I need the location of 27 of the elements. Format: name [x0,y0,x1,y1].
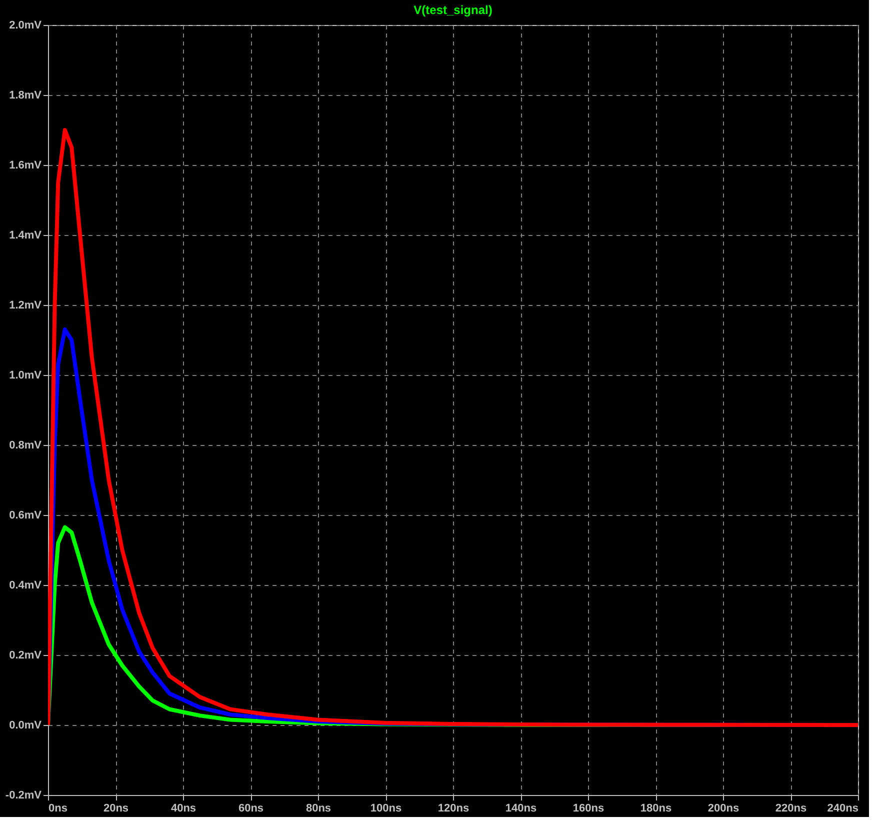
x-tick-label: 100ns [370,802,402,814]
x-tick-label: 0ns [48,802,68,814]
y-tick-label: 0.2mV [9,650,42,662]
x-tick-label: 180ns [640,802,672,814]
x-tick-label: 60ns [238,802,264,814]
x-tick-label: 20ns [103,802,129,814]
y-tick-label: 0.0mV [9,720,42,732]
y-tick-label: 1.6mV [9,160,42,172]
y-tick-label: 0.8mV [9,440,42,452]
x-tick-label: 160ns [572,802,604,814]
x-tick-label: 220ns [775,802,807,814]
y-tick-label: 0.6mV [9,510,42,522]
x-tick-label: 240ns [827,802,858,814]
line-series [48,128,858,727]
y-tick-label: 1.4mV [9,230,42,242]
chart-title: V(test_signal) [414,3,492,17]
y-tick-label: 0.4mV [9,580,42,592]
y-tick-label: 1.2mV [9,300,42,312]
x-tick-label: 80ns [306,802,332,814]
y-tick-label: 2.0mV [9,20,42,32]
y-tick-label: 1.0mV [9,370,42,382]
x-tick-label: 120ns [438,802,470,814]
x-tick-label: 140ns [505,802,537,814]
y-tick-label: -0.2mV [5,790,42,802]
x-tick-label: 40ns [170,802,196,814]
y-tick-label: 1.8mV [9,90,42,102]
x-tick-label: 200ns [708,802,740,814]
